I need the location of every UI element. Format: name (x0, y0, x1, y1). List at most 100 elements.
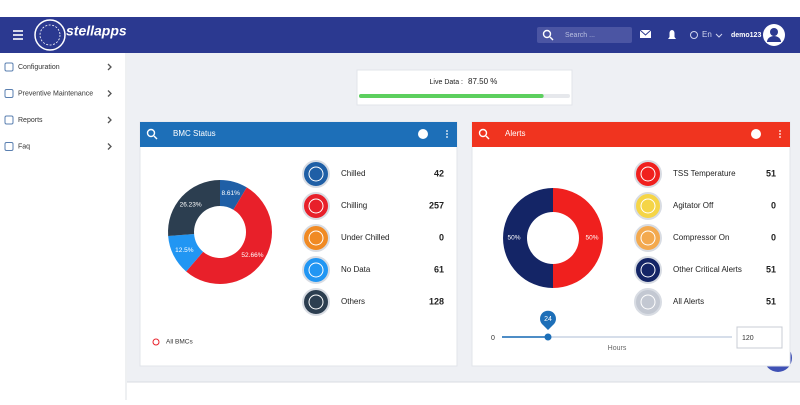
donut-slice (168, 234, 204, 272)
info-icon[interactable] (751, 129, 761, 139)
brand: stellapps (66, 23, 127, 39)
footer-label: All BMCs (166, 339, 193, 346)
logo (34, 19, 66, 51)
slice-label: 8.61% (221, 190, 240, 197)
legend-value: 51 (766, 264, 776, 274)
menu-icon (4, 142, 14, 151)
legend-value: 61 (434, 264, 444, 274)
slider-bubble (540, 310, 556, 330)
legend-icon (302, 160, 330, 188)
user-name[interactable]: demo123 (731, 32, 761, 39)
legend-icon-glyph (308, 294, 324, 310)
menu-item[interactable]: Reports (18, 117, 43, 124)
live-data-card (356, 69, 573, 106)
legend-name: Under Chilled (341, 233, 389, 242)
donut-slice (503, 188, 553, 288)
search-placeholder: Search ... (565, 32, 595, 39)
info-icon[interactable] (418, 129, 428, 139)
legend-name: Other Critical Alerts (673, 265, 742, 274)
more-icon (446, 136, 448, 138)
mail-icon (639, 29, 652, 36)
slider-value: 24 (544, 316, 552, 323)
menu-icon (4, 89, 14, 98)
legend-icon (634, 160, 662, 188)
legend-icon (302, 256, 330, 284)
search-icon (485, 135, 490, 140)
legend-icon-glyph (308, 166, 324, 182)
menu-item[interactable]: Preventive Maintenance (18, 90, 93, 97)
globe-icon (690, 31, 698, 39)
legend-name: All Alerts (673, 297, 704, 306)
search-box[interactable] (537, 27, 632, 43)
top-bar (0, 17, 800, 53)
legend-icon (302, 288, 330, 316)
legend-value: 128 (429, 296, 444, 306)
legend-icon-glyph (640, 198, 656, 214)
legend-icon (302, 192, 330, 220)
more-icon[interactable] (779, 130, 781, 132)
footer-icon (152, 338, 160, 346)
avatar (767, 36, 781, 42)
legend-icon-glyph (308, 230, 324, 246)
donut-slice (553, 188, 603, 288)
logo (39, 24, 61, 46)
menu-chevron (107, 143, 112, 150)
legend-name: Chilled (341, 169, 365, 178)
more-icon (779, 133, 781, 135)
search-icon[interactable] (146, 128, 156, 138)
legend-icon-glyph (640, 262, 656, 278)
legend-value: 0 (771, 232, 776, 242)
legend-icon (302, 224, 330, 252)
mail-icon[interactable] (640, 30, 651, 38)
slider-min: 0 (491, 335, 495, 342)
menu-item[interactable]: Faq (18, 143, 30, 150)
slider-max: 120 (742, 335, 754, 342)
live-data-label: Live Data : (430, 79, 464, 86)
legend-value: 0 (771, 200, 776, 210)
slider-input[interactable] (736, 326, 783, 349)
menu-chevron (107, 116, 112, 124)
legend-icon (634, 192, 662, 220)
legend-name: Others (341, 297, 365, 306)
card-header (140, 122, 457, 147)
legend-icon-glyph (640, 230, 656, 246)
menu-button[interactable] (13, 30, 23, 40)
legend-name: TSS Temperature (673, 169, 736, 178)
avatar (770, 28, 778, 36)
slice-label: 26.23% (180, 202, 202, 209)
bell-icon[interactable] (668, 30, 676, 39)
menu-icon (4, 115, 14, 125)
menu-chevron (107, 63, 112, 71)
more-icon (446, 133, 448, 135)
slice-label: 50% (507, 235, 520, 242)
slice-label: 52.66% (241, 252, 263, 259)
legend-icon (634, 224, 662, 252)
card-title: BMC Status (173, 129, 216, 138)
language[interactable]: En (702, 30, 712, 39)
legend-value: 0 (439, 232, 444, 242)
sidebar (0, 53, 126, 400)
slice-label: 12.5% (175, 247, 194, 254)
legend-name: Agitator Off (673, 201, 714, 210)
legend-icon-glyph (308, 198, 324, 214)
card-title: Alerts (505, 129, 525, 138)
legend-value: 51 (766, 168, 776, 178)
slider-thumb[interactable] (544, 333, 552, 341)
search-icon[interactable] (478, 128, 488, 138)
slider-unit: Hours (608, 345, 627, 352)
donut-slice (186, 187, 272, 284)
more-icon (779, 136, 781, 138)
search-icon (153, 135, 158, 140)
legend-name: Compressor On (673, 233, 729, 242)
menu-item[interactable]: Configuration (18, 64, 60, 71)
progress-bar (359, 94, 544, 98)
more-icon[interactable] (446, 130, 448, 132)
donut-slice (168, 180, 220, 237)
live-data-value: 87.50 % (468, 77, 497, 86)
legend-value: 51 (766, 296, 776, 306)
legend-icon-glyph (640, 294, 656, 310)
legend-icon-glyph (640, 166, 656, 182)
legend-name: Chilling (341, 201, 367, 210)
